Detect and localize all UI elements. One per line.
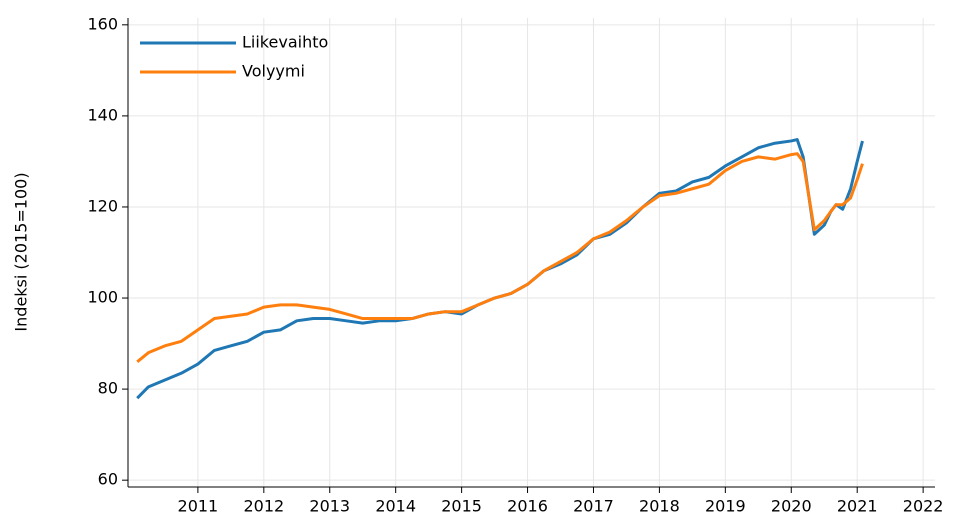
x-tick-label: 2018 <box>639 497 680 516</box>
y-tick-label: 100 <box>87 288 118 307</box>
x-tick-label: 2017 <box>573 497 614 516</box>
legend-label: Liikevaihto <box>242 33 328 52</box>
x-tick-label: 2016 <box>507 497 548 516</box>
y-tick-label: 140 <box>87 105 118 124</box>
x-tick-label: 2012 <box>243 497 284 516</box>
x-tick-label: 2011 <box>178 497 219 516</box>
y-tick-label: 160 <box>87 14 118 33</box>
legend: Liikevaihto Volyymi <box>140 33 328 81</box>
y-axis-label: Indeksi (2015=100) <box>12 172 31 331</box>
x-tick-label: 2020 <box>771 497 812 516</box>
x-tick-label: 2015 <box>441 497 482 516</box>
legend-label: Volyymi <box>242 62 305 81</box>
x-tick-label: 2021 <box>837 497 878 516</box>
y-tick-label: 120 <box>87 196 118 215</box>
data-line <box>136 152 864 363</box>
x-tick-label: 2014 <box>375 497 416 516</box>
grid <box>128 18 935 487</box>
x-tick-label: 2022 <box>903 497 944 516</box>
y-tick-label: 60 <box>98 470 118 489</box>
y-tick-label: 80 <box>98 379 118 398</box>
lines <box>136 138 864 400</box>
x-tick-label: 2013 <box>309 497 350 516</box>
x-tick-label: 2019 <box>705 497 746 516</box>
